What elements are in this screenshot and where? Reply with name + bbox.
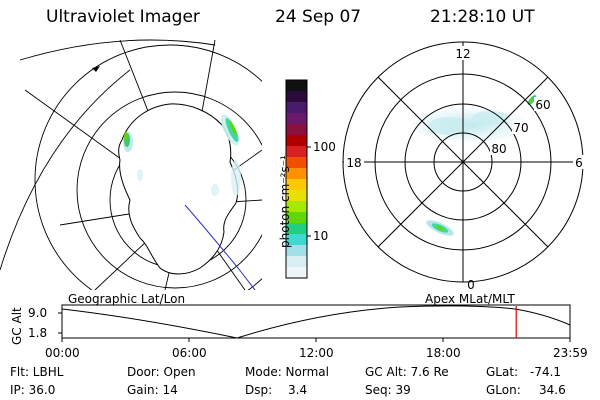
glon-label: GLon:	[486, 383, 521, 397]
timeline-left-label: Geographic Lat/Lon	[68, 292, 186, 306]
image-time: 21:28:10 UT	[430, 7, 535, 27]
timeline-frame	[61, 304, 571, 339]
glon-value: 34.6	[539, 383, 566, 397]
glat-label: GLat:	[486, 365, 519, 379]
colorbar-cell	[286, 80, 307, 92]
colorbar-cell	[286, 223, 307, 235]
colorbar-cell	[286, 124, 307, 136]
mlt-spokes	[343, 42, 583, 282]
dsp-value: 3.4	[288, 383, 308, 397]
timeline-right-label: Apex MLat/MLT	[425, 292, 515, 306]
gc-alt-info: GC Alt: 7.6 Re	[365, 365, 449, 379]
door-info: Door: Open	[127, 365, 196, 379]
mlt-label-6: 6	[575, 156, 583, 170]
mlat-label-60: 60	[535, 98, 550, 112]
colorbar	[285, 79, 311, 279]
timeline-x-tick: 18:00	[426, 346, 461, 360]
colorbar-cell	[286, 102, 307, 114]
mlt-label-18: 18	[346, 156, 361, 170]
colorbar-cell	[286, 256, 307, 268]
colorbar-cell	[286, 190, 307, 202]
latitude-circle	[34, 44, 262, 290]
colorbar-cell	[286, 245, 307, 257]
glat-value: -74.1	[530, 365, 562, 379]
mlat-label-80: 80	[491, 142, 506, 156]
timeline-x-tick: 12:00	[299, 346, 334, 360]
colorbar-unit-label: photon cm⁻²s⁻¹	[278, 155, 292, 248]
gain-info: Gain: 14	[127, 383, 178, 397]
orbit-direction-arrow	[92, 66, 100, 72]
altitude-timeline	[58, 304, 571, 342]
latitude-circle	[76, 91, 262, 289]
timeline-y-tick-low: 1.8	[28, 326, 48, 340]
colorbar-cell	[286, 168, 307, 180]
colorbar-cell	[286, 135, 307, 147]
colorbar-cell	[286, 201, 307, 213]
mlt-label-0: 0	[467, 278, 475, 292]
continent-outline	[118, 103, 239, 275]
mlt-label-12: 12	[455, 47, 470, 61]
mlat-label-70: 70	[513, 121, 528, 135]
dsp-label: Dsp:	[245, 383, 273, 397]
colorbar-tick-100: 100	[313, 140, 336, 154]
altitude-curve	[61, 305, 571, 339]
colorbar-cell	[286, 212, 307, 224]
seq-info: Seq: 39	[365, 383, 411, 397]
colorbar-cell	[286, 157, 307, 169]
ip-info: IP: 36.0	[10, 383, 56, 397]
colorbar-cell	[286, 179, 307, 191]
image-date: 24 Sep 07	[275, 7, 362, 27]
colorbar-cell	[286, 91, 307, 103]
instrument-title: Ultraviolet Imager	[46, 7, 200, 27]
timeline-x-tick: 00:00	[45, 346, 80, 360]
timeline-x-tick: 06:00	[172, 346, 207, 360]
aurora-emission-left	[123, 114, 241, 196]
mode-info: Mode: Normal	[245, 365, 329, 379]
timeline-y-axis-label: GC Alt	[10, 307, 24, 345]
ground-track	[184, 204, 256, 290]
polar-plot: 12 0 18 6 60 70 80	[342, 41, 585, 292]
colorbar-cell	[286, 146, 307, 158]
filter-info: Flt: LBHL	[10, 365, 64, 379]
colorbar-cell	[286, 234, 307, 246]
timeline-x-tick: 23:59	[553, 346, 588, 360]
colorbar-tick-10: 10	[313, 229, 329, 243]
geographic-map	[0, 39, 262, 290]
colorbar-cell	[286, 267, 307, 279]
colorbar-cell	[286, 113, 307, 125]
timeline-y-tick-high: 9.0	[28, 306, 48, 320]
